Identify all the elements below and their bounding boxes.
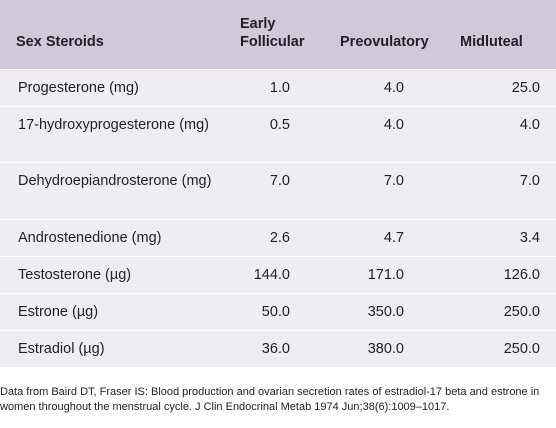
header-midluteal: Midluteal bbox=[460, 33, 523, 50]
table-header-row: Sex Steroids Early Follicular Preovulato… bbox=[0, 0, 556, 69]
cell-early-follicular: 1.0 bbox=[269, 79, 290, 96]
cell-midluteal: 126.0 bbox=[503, 266, 540, 283]
row-label: Estrone (µg) bbox=[18, 303, 99, 320]
table-row: Androstenedione (mg) 2.6 4.7 3.4 bbox=[0, 219, 556, 256]
cell-preovulatory: 7.0 bbox=[383, 172, 404, 189]
cell-midluteal: 4.0 bbox=[519, 116, 540, 133]
cell-early-follicular: 7.0 bbox=[269, 172, 290, 189]
cell-early-follicular: 2.6 bbox=[269, 229, 290, 246]
header-preovulatory: Preovulatory bbox=[340, 33, 429, 50]
row-label: 17-hydroxyprogesterone (mg) bbox=[18, 116, 210, 133]
cell-early-follicular: 36.0 bbox=[261, 340, 290, 357]
cell-preovulatory: 350.0 bbox=[367, 303, 404, 320]
header-sex-steroids: Sex Steroids bbox=[16, 33, 104, 50]
table-row: Testosterone (µg) 144.0 171.0 126.0 bbox=[0, 256, 556, 293]
row-label: Dehydroepiandrosterone (mg) bbox=[18, 172, 212, 189]
table-row: Estrone (µg) 50.0 350.0 250.0 bbox=[0, 293, 556, 330]
cell-early-follicular: 0.5 bbox=[269, 116, 290, 133]
cell-midluteal: 3.4 bbox=[519, 229, 540, 246]
cell-midluteal: 250.0 bbox=[503, 340, 540, 357]
table-row: Estradiol (µg) 36.0 380.0 250.0 bbox=[0, 330, 556, 367]
cell-midluteal: 7.0 bbox=[519, 172, 540, 189]
cell-preovulatory: 4.0 bbox=[383, 116, 404, 133]
row-label: Testosterone (µg) bbox=[18, 266, 132, 283]
cell-midluteal: 250.0 bbox=[503, 303, 540, 320]
table-row: Dehydroepiandrosterone (mg) 7.0 7.0 7.0 bbox=[0, 162, 556, 219]
table-row: Progesterone (mg) 1.0 4.0 25.0 bbox=[0, 69, 556, 106]
cell-preovulatory: 171.0 bbox=[367, 266, 404, 283]
cell-preovulatory: 4.0 bbox=[383, 79, 404, 96]
cell-midluteal: 25.0 bbox=[511, 79, 540, 96]
cell-preovulatory: 380.0 bbox=[367, 340, 404, 357]
row-label: Androstenedione (mg) bbox=[18, 229, 162, 246]
cell-early-follicular: 50.0 bbox=[261, 303, 290, 320]
sex-steroids-table: Sex Steroids Early Follicular Preovulato… bbox=[0, 0, 556, 367]
cell-early-follicular: 144.0 bbox=[253, 266, 290, 283]
row-label: Progesterone (mg) bbox=[18, 79, 139, 96]
header-early-follicular: Early Follicular bbox=[240, 15, 305, 50]
table-row: 17-hydroxyprogesterone (mg) 0.5 4.0 4.0 bbox=[0, 106, 556, 162]
source-footnote: Data from Baird DT, Fraser IS: Blood pro… bbox=[0, 386, 540, 413]
cell-preovulatory: 4.7 bbox=[383, 229, 404, 246]
row-label: Estradiol (µg) bbox=[18, 340, 105, 357]
